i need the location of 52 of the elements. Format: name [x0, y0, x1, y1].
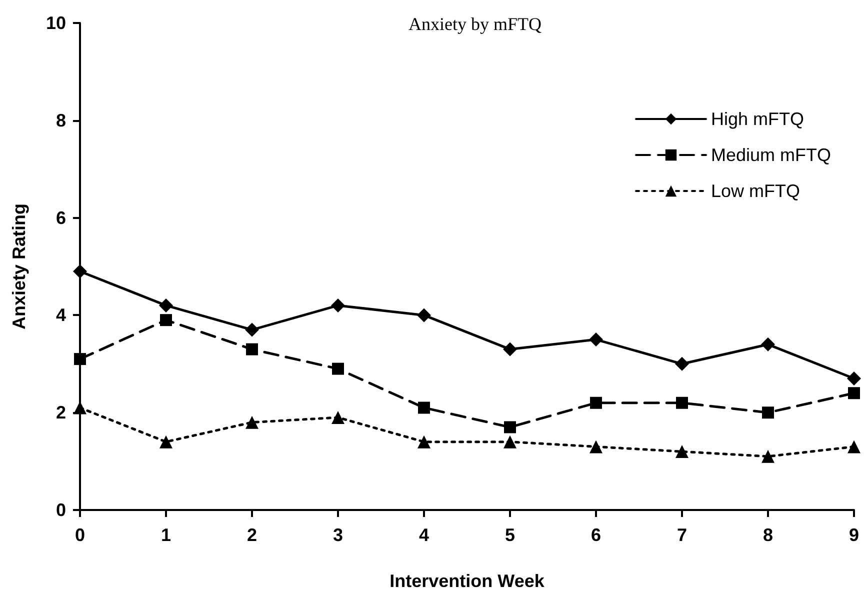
y-axis-title: Anxiety Rating — [9, 203, 29, 330]
point — [160, 435, 172, 448]
point — [418, 435, 430, 448]
point — [73, 264, 87, 278]
x-tick-label: 0 — [74, 525, 86, 545]
point — [589, 332, 603, 347]
x-tick-label: 4 — [418, 525, 430, 545]
point — [74, 401, 86, 414]
y-tick-label: 0 — [56, 500, 66, 520]
y-tick-label: 6 — [56, 208, 66, 228]
point — [417, 308, 431, 322]
point — [246, 416, 258, 429]
y-tick-label: 4 — [56, 305, 66, 326]
point — [848, 387, 860, 400]
x-tick-label: 8 — [762, 525, 774, 545]
point — [160, 314, 172, 326]
point — [762, 450, 774, 463]
point — [332, 410, 344, 424]
x-tick-label: 3 — [332, 525, 344, 545]
point — [676, 396, 688, 409]
legend-label: High mFTQ — [710, 109, 804, 129]
point — [503, 342, 517, 356]
y-tick-label: 8 — [56, 110, 66, 130]
point — [504, 421, 516, 434]
legend-label: Medium mFTQ — [710, 145, 832, 165]
y-tick-label: 2 — [56, 402, 66, 423]
point — [245, 322, 259, 337]
point — [762, 406, 774, 419]
point — [848, 440, 860, 454]
x-tick-label: 1 — [160, 525, 172, 545]
point — [504, 435, 516, 448]
point — [590, 440, 602, 454]
point — [332, 362, 344, 375]
x-tick-label: 7 — [676, 525, 688, 545]
point — [675, 356, 689, 371]
legend-label: Low mFTQ — [710, 181, 800, 201]
point — [676, 445, 688, 458]
point — [847, 372, 861, 386]
point — [246, 343, 258, 356]
point — [590, 396, 602, 409]
chart-title: Anxiety by mFTQ — [408, 14, 542, 34]
point — [761, 337, 775, 352]
point — [159, 298, 173, 312]
x-axis-title: Intervention Week — [390, 571, 546, 591]
y-tick-label: 10 — [46, 13, 66, 33]
x-tick-label: 6 — [590, 525, 602, 545]
x-tick-label: 2 — [246, 525, 258, 545]
point — [418, 402, 430, 414]
point — [331, 298, 345, 312]
x-tick-label: 5 — [504, 525, 516, 545]
point — [74, 353, 86, 366]
x-tick-label: 9 — [848, 525, 860, 545]
